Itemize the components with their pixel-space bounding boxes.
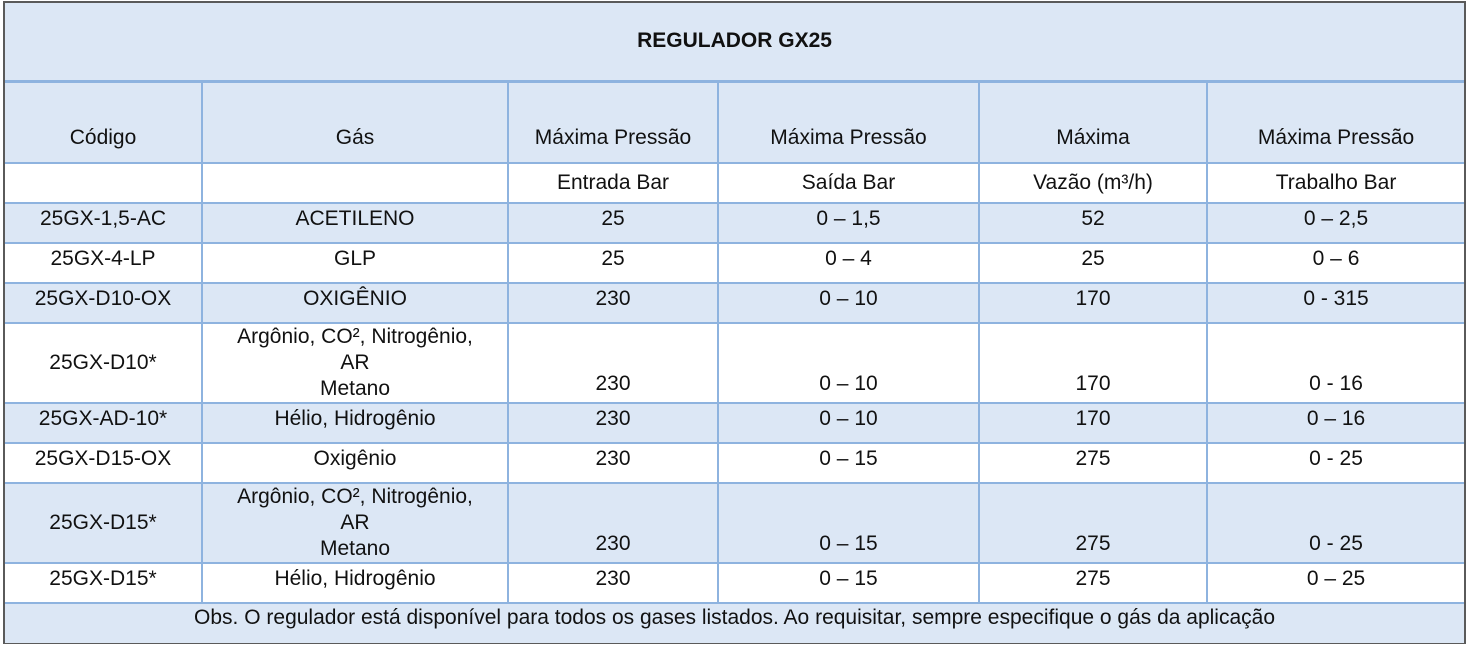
header-vazao: Máxima xyxy=(979,81,1208,164)
header-trabalho-sub: Trabalho Bar xyxy=(1207,163,1465,204)
table-row: 25GX-4-LP GLP 25 0 – 4 25 0 – 6 xyxy=(5,243,1465,284)
cell-codigo: 25GX-4-LP xyxy=(5,243,203,284)
cell-codigo: 25GX-D15* xyxy=(5,483,203,564)
cell-entrada: 230 xyxy=(508,443,719,484)
table-row: 25GX-D10-OX OXIGÊNIO 230 0 – 10 170 0 - … xyxy=(5,283,1465,324)
cell-gas: Hélio, Hidrogênio xyxy=(202,563,509,604)
cell-entrada: 25 xyxy=(508,243,719,284)
header-entrada-sub: Entrada Bar xyxy=(508,163,719,204)
cell-saida: 0 – 15 xyxy=(718,483,980,564)
regulator-table-frame: REGULADOR GX25 Código Gás Máxima Pressão… xyxy=(3,1,1466,644)
cell-vazao: 52 xyxy=(979,203,1208,244)
note-row: Obs. O regulador está disponível para to… xyxy=(5,603,1465,643)
title-row: REGULADOR GX25 xyxy=(5,3,1465,83)
cell-entrada: 230 xyxy=(508,323,719,404)
cell-trabalho: 0 – 2,5 xyxy=(1207,203,1465,244)
cell-entrada: 25 xyxy=(508,203,719,244)
cell-codigo: 25GX-AD-10* xyxy=(5,403,203,444)
cell-entrada: 230 xyxy=(508,283,719,324)
cell-vazao: 170 xyxy=(979,283,1208,324)
cell-saida: 0 – 15 xyxy=(718,443,980,484)
cell-trabalho: 0 - 25 xyxy=(1207,483,1465,564)
cell-vazao: 25 xyxy=(979,243,1208,284)
header-row-2: Entrada Bar Saída Bar Vazão (m³/h) Traba… xyxy=(5,163,1465,204)
table-title: REGULADOR GX25 xyxy=(5,3,1465,83)
footnote: Obs. O regulador está disponível para to… xyxy=(5,603,1465,643)
gas-line: Metano xyxy=(319,537,391,560)
table-row: 25GX-D15* Hélio, Hidrogênio 230 0 – 15 2… xyxy=(5,563,1465,604)
cell-vazao: 275 xyxy=(979,443,1208,484)
header-saida-sub: Saída Bar xyxy=(718,163,980,204)
header-trabalho: Máxima Pressão xyxy=(1207,81,1465,164)
cell-vazao: 275 xyxy=(979,483,1208,564)
cell-saida: 0 – 1,5 xyxy=(718,203,980,244)
cell-vazao: 170 xyxy=(979,323,1208,404)
header-entrada: Máxima Pressão xyxy=(508,81,719,164)
cell-codigo: 25GX-D10* xyxy=(5,323,203,404)
gas-line: Argônio, CO², Nitrogênio, xyxy=(237,485,473,508)
cell-entrada: 230 xyxy=(508,483,719,564)
cell-trabalho: 0 - 16 xyxy=(1207,323,1465,404)
header-saida: Máxima Pressão xyxy=(718,81,980,164)
cell-codigo: 25GX-D15-OX xyxy=(5,443,203,484)
cell-gas: OXIGÊNIO xyxy=(202,283,509,324)
cell-entrada: 230 xyxy=(508,563,719,604)
cell-saida: 0 – 4 xyxy=(718,243,980,284)
cell-saida: 0 – 15 xyxy=(718,563,980,604)
cell-saida: 0 – 10 xyxy=(718,403,980,444)
table-row: 25GX-1,5-AC ACETILENO 25 0 – 1,5 52 0 – … xyxy=(5,203,1465,244)
gas-line: Metano xyxy=(319,377,391,400)
header-codigo-sub xyxy=(5,163,203,204)
header-gas: Gás xyxy=(202,81,509,164)
table-row: 25GX-D15* Argônio, CO², Nitrogênio, AR M… xyxy=(5,483,1465,564)
header-row-1: Código Gás Máxima Pressão Máxima Pressão… xyxy=(5,81,1465,164)
cell-trabalho: 0 – 6 xyxy=(1207,243,1465,284)
cell-trabalho: 0 – 25 xyxy=(1207,563,1465,604)
gas-line: Argônio, CO², Nitrogênio, xyxy=(237,325,473,348)
cell-codigo: 25GX-1,5-AC xyxy=(5,203,203,244)
gas-line: AR xyxy=(340,351,370,374)
cell-gas: Hélio, Hidrogênio xyxy=(202,403,509,444)
table-row: 25GX-AD-10* Hélio, Hidrogênio 230 0 – 10… xyxy=(5,403,1465,444)
gas-line: AR xyxy=(340,511,370,534)
cell-trabalho: 0 – 16 xyxy=(1207,403,1465,444)
cell-vazao: 170 xyxy=(979,403,1208,444)
cell-saida: 0 – 10 xyxy=(718,323,980,404)
cell-trabalho: 0 - 315 xyxy=(1207,283,1465,324)
cell-trabalho: 0 - 25 xyxy=(1207,443,1465,484)
header-vazao-sub: Vazão (m³/h) xyxy=(979,163,1208,204)
cell-gas: GLP xyxy=(202,243,509,284)
table-row: 25GX-D10* Argônio, CO², Nitrogênio, AR M… xyxy=(5,323,1465,404)
cell-codigo: 25GX-D10-OX xyxy=(5,283,203,324)
header-codigo: Código xyxy=(5,81,203,164)
cell-gas: ACETILENO xyxy=(202,203,509,244)
cell-vazao: 275 xyxy=(979,563,1208,604)
cell-gas: Argônio, CO², Nitrogênio, AR Metano xyxy=(202,483,509,564)
table-row: 25GX-D15-OX Oxigênio 230 0 – 15 275 0 - … xyxy=(5,443,1465,484)
cell-gas: Argônio, CO², Nitrogênio, AR Metano xyxy=(202,323,509,404)
cell-saida: 0 – 10 xyxy=(718,283,980,324)
cell-codigo: 25GX-D15* xyxy=(5,563,203,604)
header-gas-sub xyxy=(202,163,509,204)
cell-entrada: 230 xyxy=(508,403,719,444)
cell-gas: Oxigênio xyxy=(202,443,509,484)
regulator-table: REGULADOR GX25 Código Gás Máxima Pressão… xyxy=(5,3,1465,643)
